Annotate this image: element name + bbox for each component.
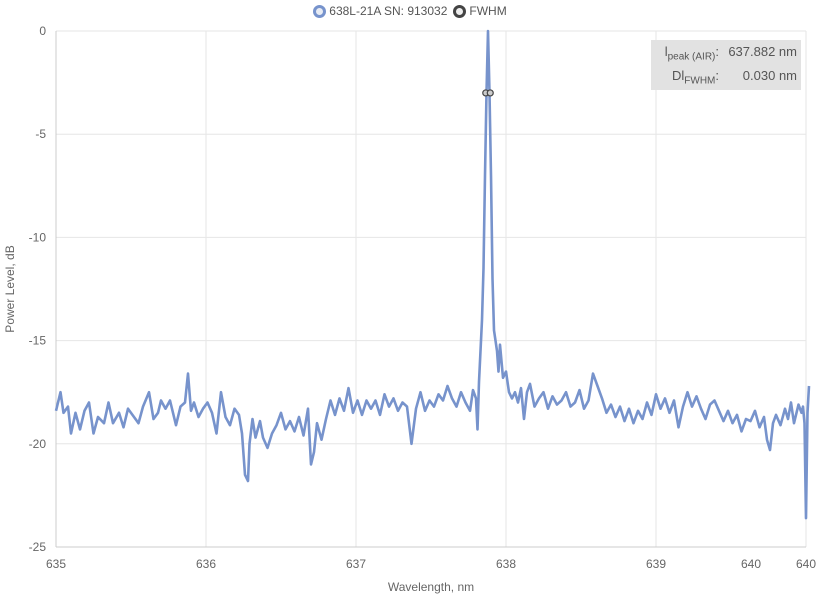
- peak-value: 637.882 nm: [728, 44, 797, 59]
- fwhm-row: DlFWHM: 0.030 nm: [671, 68, 797, 87]
- legend-fwhm-label: FWHM: [469, 4, 507, 18]
- x-tick-label: 640: [796, 557, 816, 571]
- y-tick-label: -5: [35, 127, 46, 141]
- grid: [55, 30, 807, 548]
- x-tick-label: 635: [46, 557, 66, 571]
- plot-area: [54, 29, 811, 520]
- x-tick-label: 637: [346, 557, 366, 571]
- x-tick-label: 640: [741, 557, 761, 571]
- x-tick-label: 638: [496, 557, 516, 571]
- fwhm-point: [486, 89, 494, 97]
- y-tick-label: -10: [29, 230, 47, 244]
- y-tick-label: -20: [29, 437, 47, 451]
- y-tick-label: -15: [29, 334, 47, 348]
- legend-fwhm-swatch-icon: [453, 4, 467, 18]
- fwhm-label: Dl: [671, 68, 685, 83]
- y-axis-label: Power Level, dB: [3, 245, 17, 332]
- legend-series-label: 638L-21A SN: 913032: [329, 4, 448, 18]
- legend-item-fwhm[interactable]: FWHM: [453, 4, 507, 18]
- y-tick-label: 0: [39, 24, 46, 38]
- peak-label: l: [664, 44, 668, 59]
- spectrum-series-line: [54, 29, 811, 520]
- info-box: lpeak (AIR): 637.882 nm DlFWHM: 0.030 nm: [651, 40, 801, 90]
- tick-labels: 635 636 637 638 639 640 640 0 -5 -10 -15 -20 -25: [29, 24, 817, 571]
- x-axis-label: Wavelength, nm: [388, 580, 474, 594]
- legend-item-series[interactable]: 638L-21A SN: 913032: [313, 4, 447, 18]
- peak-label-sub: peak (AIR): [667, 51, 716, 63]
- x-tick-label: 639: [646, 557, 666, 571]
- fwhm-value: 0.030 nm: [742, 68, 797, 83]
- legend-series-swatch-icon: [313, 4, 327, 18]
- legend: 638L-21A SN: 913032 FWHM: [0, 4, 820, 18]
- fwhm-label-sub: FWHM: [684, 75, 716, 87]
- x-tick-label: 636: [196, 557, 216, 571]
- peak-row: lpeak (AIR): 637.882 nm: [664, 44, 797, 63]
- axes: [55, 31, 806, 548]
- y-tick-label: -25: [29, 540, 47, 554]
